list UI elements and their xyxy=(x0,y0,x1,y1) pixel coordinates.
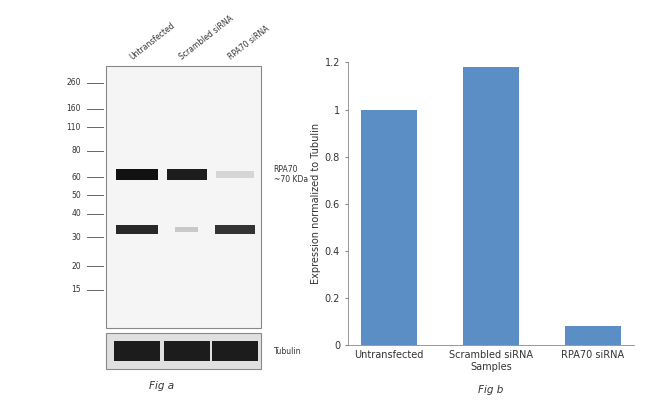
Text: Tubulin: Tubulin xyxy=(274,347,301,356)
Text: 260: 260 xyxy=(66,78,81,87)
Bar xyxy=(176,227,198,233)
Text: Fig b: Fig b xyxy=(478,385,504,395)
Text: 80: 80 xyxy=(72,146,81,156)
Text: RPA70 siRNA: RPA70 siRNA xyxy=(226,25,271,62)
Bar xyxy=(106,66,261,328)
Bar xyxy=(215,225,255,234)
Bar xyxy=(106,334,261,369)
Bar xyxy=(164,342,210,361)
Text: 110: 110 xyxy=(67,123,81,132)
Text: Untransfected: Untransfected xyxy=(128,21,177,62)
Text: 60: 60 xyxy=(72,173,81,182)
Bar xyxy=(565,327,621,345)
Bar xyxy=(114,342,160,361)
Text: RPA70
~70 KDa: RPA70 ~70 KDa xyxy=(274,165,308,184)
Y-axis label: Expression normalized to Tubulin: Expression normalized to Tubulin xyxy=(311,123,320,285)
Bar xyxy=(116,168,158,181)
Bar xyxy=(116,225,158,234)
Text: 40: 40 xyxy=(72,209,81,218)
Bar xyxy=(361,109,417,345)
Text: 15: 15 xyxy=(72,285,81,294)
Text: Scrambled siRNA: Scrambled siRNA xyxy=(178,14,235,62)
Bar xyxy=(212,342,258,361)
Bar xyxy=(167,168,207,181)
Text: 30: 30 xyxy=(72,233,81,242)
Text: 20: 20 xyxy=(72,262,81,271)
Text: 50: 50 xyxy=(72,191,81,200)
Text: Fig a: Fig a xyxy=(150,381,174,391)
Bar xyxy=(216,171,254,178)
Text: 160: 160 xyxy=(66,104,81,114)
Bar xyxy=(463,67,519,345)
